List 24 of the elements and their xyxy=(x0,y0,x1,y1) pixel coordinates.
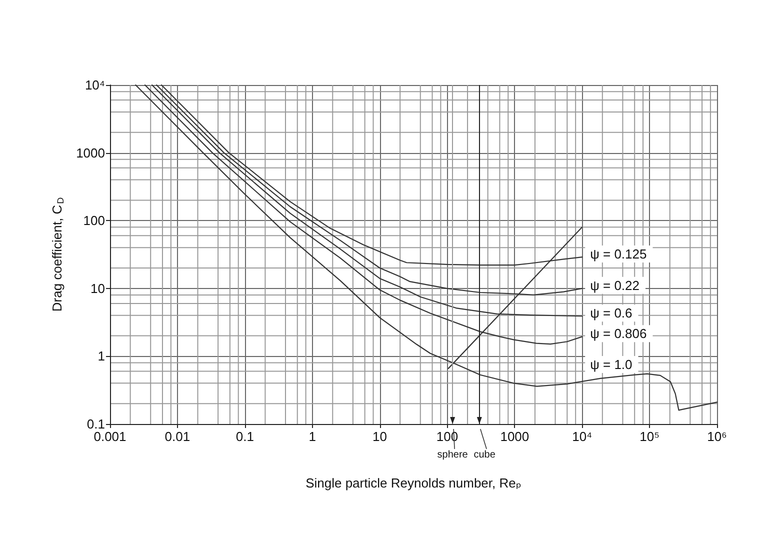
y-tick-label: 100 xyxy=(83,213,105,228)
series-label: ψ = 0.125 xyxy=(590,246,647,262)
x-axis-title: Single particle Reynolds number, Reₚ xyxy=(306,476,522,490)
series-label: ψ = 0.6 xyxy=(590,306,632,321)
series-label: ψ = 1.0 xyxy=(590,356,632,372)
y-tick-label: 10⁴ xyxy=(84,78,105,92)
y-tick-label: 1000 xyxy=(76,145,105,160)
x-tick-label: 10 xyxy=(372,429,388,444)
ref-line-label: cube xyxy=(474,450,496,460)
x-tick-label: 10⁵ xyxy=(640,429,660,444)
series-label: ψ = 0.806 xyxy=(590,326,647,342)
x-tick-label: 0.01 xyxy=(164,429,190,444)
y-tick-label: 0.1 xyxy=(86,416,105,432)
x-tick-label: 0.001 xyxy=(94,429,126,444)
series-label: ψ = 0.22 xyxy=(590,278,640,293)
x-tick-label: 10⁴ xyxy=(572,429,592,444)
y-tick-label: 10 xyxy=(90,280,105,296)
ref-line-label: sphere xyxy=(437,450,468,460)
x-tick-label: 1 xyxy=(308,429,316,444)
y-axis-title: Drag coefficient, CD xyxy=(50,196,66,312)
y-tick-label: 1 xyxy=(98,348,105,364)
x-tick-label: 0.1 xyxy=(236,429,254,444)
x-tick-label: 1000 xyxy=(500,429,530,444)
x-tick-label: 10⁶ xyxy=(707,429,727,444)
